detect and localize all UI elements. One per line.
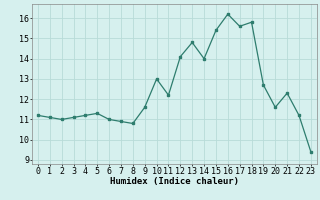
X-axis label: Humidex (Indice chaleur): Humidex (Indice chaleur) [110,177,239,186]
